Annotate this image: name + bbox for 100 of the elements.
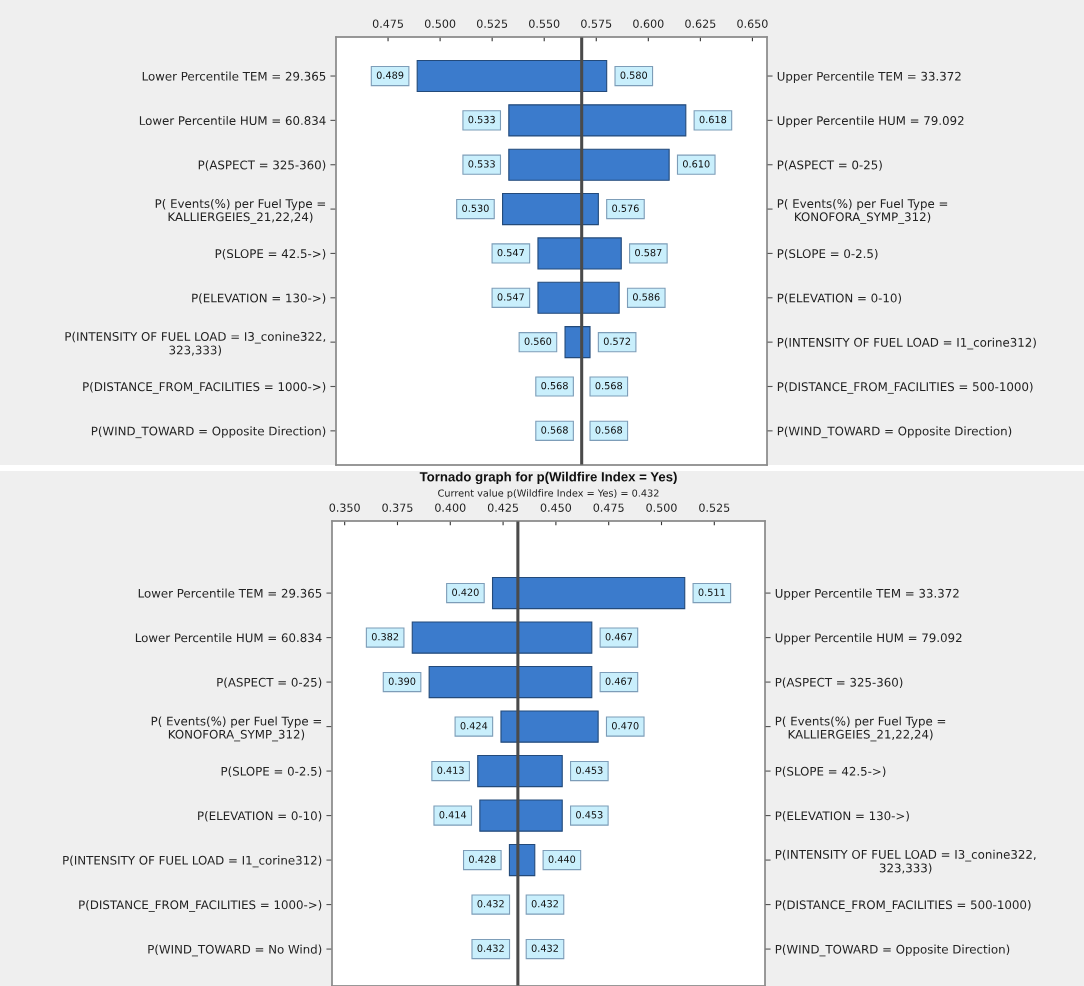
y2-tick-label: Upper Percentile HUM = 79.092 xyxy=(775,633,962,645)
x-tick-label: 0.375 xyxy=(382,503,413,512)
bar xyxy=(502,193,599,226)
chart-title: Tornado graph for p(Wildfire Index = Yes) xyxy=(419,471,677,485)
bar xyxy=(508,148,670,181)
annotation: 0.530 xyxy=(462,204,489,212)
annotation: 0.489 xyxy=(376,71,404,79)
annotation: 0.533 xyxy=(468,115,495,124)
bar xyxy=(477,754,563,788)
x-tick-label: 0.600 xyxy=(633,19,664,28)
x-tick-label: 0.525 xyxy=(699,503,730,512)
bar xyxy=(411,621,593,654)
y-tick-label: Lower Percentile TEM = 29.365 xyxy=(138,588,322,598)
y-tick-label: P(SLOPE = 0-2.5) xyxy=(221,766,322,778)
y2-tick-label: P(INTENSITY OF FUEL LOAD = I3_conine322, 323,333) xyxy=(775,849,1036,874)
y2-tick-label: P(ASPECT = 325-360) xyxy=(775,677,903,689)
y-tick-label: P(DISTANCE_FROM_FACILITIES = 1000->) xyxy=(83,382,326,394)
y2-tick-label: P(ELEVATION = 130->) xyxy=(775,811,909,822)
annotation: 0.382 xyxy=(371,633,399,641)
annotation: 0.432 xyxy=(477,900,504,908)
annotation: 0.568 xyxy=(595,426,623,434)
annotation: 0.467 xyxy=(605,677,632,685)
y2-tick-label: P(DISTANCE_FROM_FACILITIES = 500-1000) xyxy=(777,382,1033,394)
x-tick-label: 0.500 xyxy=(424,19,456,28)
y-tick-label: P(DISTANCE_FROM_FACILITIES = 1000->) xyxy=(79,900,322,912)
y2-tick-label: Upper Percentile TEM = 33.372 xyxy=(775,588,959,601)
x-tick-label: 0.500 xyxy=(646,503,677,512)
annotation: 0.568 xyxy=(595,381,623,390)
y-tick-label: P(ELEVATION = 0-10) xyxy=(198,811,322,822)
x-tick-label: 0.450 xyxy=(540,503,572,512)
x-tick-label: 0.475 xyxy=(593,503,624,512)
annotation: 0.428 xyxy=(469,855,496,863)
y-tick-label: P(INTENSITY OF FUEL LOAD = I1_corine312) xyxy=(63,855,322,868)
annotation: 0.390 xyxy=(388,677,416,685)
x-tick-label: 0.650 xyxy=(737,19,768,28)
bar xyxy=(416,59,608,93)
chart-subtitle: Current value p(Wildfire Index = Yes) = 0.432 xyxy=(438,489,659,499)
annotation: 0.580 xyxy=(620,71,648,79)
y2-tick-label: P(INTENSITY OF FUEL LOAD = I1_corine312) xyxy=(777,337,1036,350)
y-tick-label: P(WIND_TOWARD = Opposite Direction) xyxy=(91,426,326,439)
y2-tick-label: P( Events(%) per Fuel Type = KALLIERGEIES_21,22,24) xyxy=(775,716,946,742)
annotation: 0.440 xyxy=(548,855,576,863)
y2-tick-label: Upper Percentile TEM = 33.372 xyxy=(777,71,961,83)
x-tick-label: 0.550 xyxy=(529,19,560,28)
y2-tick-label: P(WIND_TOWARD = Opposite Direction) xyxy=(777,426,1012,439)
annotation: 0.560 xyxy=(524,337,552,345)
annotation: 0.547 xyxy=(497,248,524,257)
annotation: 0.470 xyxy=(611,722,639,730)
bar xyxy=(537,281,620,314)
annotation: 0.576 xyxy=(612,204,639,212)
y2-tick-label: Upper Percentile HUM = 79.092 xyxy=(777,115,964,128)
x-tick-label: 0.425 xyxy=(487,503,519,512)
y-tick-label: P(SLOPE = 42.5->) xyxy=(215,248,326,260)
annotation: 0.432 xyxy=(477,944,504,952)
annotation: 0.413 xyxy=(437,766,464,774)
y-tick-label: P(ASPECT = 325-360) xyxy=(198,160,326,171)
y-tick-label: P(ASPECT = 0-25) xyxy=(217,677,322,689)
annotation: 0.511 xyxy=(698,588,725,596)
annotation: 0.467 xyxy=(605,633,632,641)
annotation: 0.572 xyxy=(603,337,631,345)
x-tick-label: 0.350 xyxy=(329,503,360,512)
annotation: 0.424 xyxy=(460,722,488,730)
annotation: 0.432 xyxy=(531,900,558,908)
bar xyxy=(428,665,593,699)
x-tick-label: 0.475 xyxy=(372,19,403,28)
y-tick-label: P( Events(%) per Fuel Type = KONOFORA_SYMP_312) xyxy=(151,716,322,742)
x-tick-label: 0.525 xyxy=(476,19,508,28)
x-tick-label: 0.400 xyxy=(435,503,466,512)
y2-tick-label: P( Events(%) per Fuel Type = KONOFORA_SYMP_312) xyxy=(777,198,948,224)
y-tick-label: Lower Percentile HUM = 60.834 xyxy=(135,633,322,643)
y-tick-label: P(ELEVATION = 130->) xyxy=(192,293,326,304)
y-tick-label: P( Events(%) per Fuel Type = KALLIERGEIES_21,22,24) xyxy=(155,198,326,224)
bar xyxy=(508,104,687,137)
x-tick-label: 0.625 xyxy=(685,19,716,28)
y-tick-label: Lower Percentile HUM = 60.834 xyxy=(139,115,326,126)
x-tick-label: 0.575 xyxy=(581,19,612,28)
y2-tick-label: P(ELEVATION = 0-10) xyxy=(777,293,902,304)
y2-tick-label: P(DISTANCE_FROM_FACILITIES = 500-1000) xyxy=(775,900,1031,912)
annotation: 0.568 xyxy=(541,426,568,434)
annotation: 0.547 xyxy=(497,293,524,301)
annotation: 0.586 xyxy=(633,293,660,301)
y2-tick-label: P(SLOPE = 42.5->) xyxy=(775,766,886,778)
y2-tick-label: P(ASPECT = 0-25) xyxy=(777,160,882,171)
annotation: 0.453 xyxy=(576,766,603,774)
annotation: 0.453 xyxy=(576,811,603,819)
y-tick-label: P(WIND_TOWARD = No Wind) xyxy=(148,944,322,957)
annotation: 0.618 xyxy=(699,115,727,124)
annotation: 0.432 xyxy=(531,944,558,952)
annotation: 0.568 xyxy=(541,381,568,390)
bar xyxy=(479,799,563,832)
annotation: 0.610 xyxy=(682,160,710,168)
bar xyxy=(491,576,686,610)
y-tick-label: P(INTENSITY OF FUEL LOAD = I3_conine322, 323,333) xyxy=(65,331,326,356)
y2-tick-label: P(WIND_TOWARD = Opposite Direction) xyxy=(775,944,1010,957)
annotation: 0.414 xyxy=(439,811,467,819)
y2-tick-label: P(SLOPE = 0-2.5) xyxy=(777,248,878,260)
annotation: 0.533 xyxy=(468,160,495,168)
bar xyxy=(500,710,599,743)
annotation: 0.587 xyxy=(635,248,662,257)
bar xyxy=(537,237,622,270)
